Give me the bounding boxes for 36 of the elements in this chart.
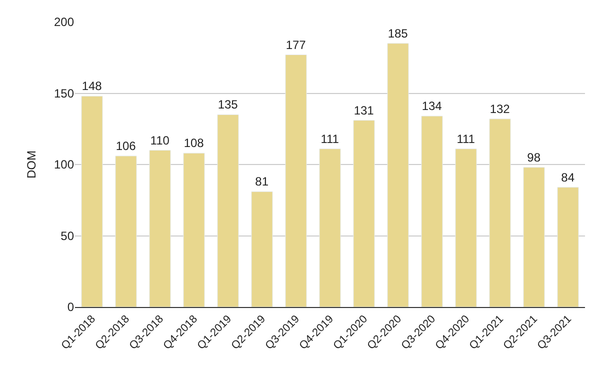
bar <box>523 167 545 307</box>
bar <box>353 120 375 307</box>
bar <box>115 156 137 307</box>
y-tick-label: 0 <box>67 300 74 314</box>
data-label: 84 <box>561 170 575 184</box>
data-label: 111 <box>320 132 340 146</box>
bar <box>217 114 239 307</box>
bar <box>149 150 171 307</box>
data-label: 106 <box>116 138 136 153</box>
data-label: 111 <box>456 132 476 146</box>
data-label: 134 <box>422 99 442 114</box>
data-label: 81 <box>255 174 269 189</box>
data-label: 148 <box>82 79 102 94</box>
data-label: 135 <box>218 98 238 112</box>
bar <box>455 148 477 307</box>
bar <box>251 191 273 307</box>
bar <box>557 187 579 307</box>
data-label: 108 <box>184 136 204 150</box>
data-label: 177 <box>286 38 306 52</box>
data-label: 110 <box>150 133 170 148</box>
y-tick-label: 150 <box>54 86 74 100</box>
y-tick-label: 50 <box>60 228 74 243</box>
bar <box>319 148 341 307</box>
y-tick-label: 200 <box>54 15 74 30</box>
data-label: 185 <box>388 26 408 40</box>
bar <box>183 152 205 307</box>
y-axis-title: DOM <box>24 150 38 178</box>
bar <box>421 116 443 307</box>
data-label: 98 <box>527 150 541 164</box>
y-tick-label: 100 <box>54 158 74 172</box>
data-label: 131 <box>354 103 374 118</box>
bar <box>387 43 409 307</box>
bar <box>81 96 103 307</box>
bar <box>489 118 511 307</box>
data-label: 132 <box>490 102 510 116</box>
bar <box>285 54 307 307</box>
